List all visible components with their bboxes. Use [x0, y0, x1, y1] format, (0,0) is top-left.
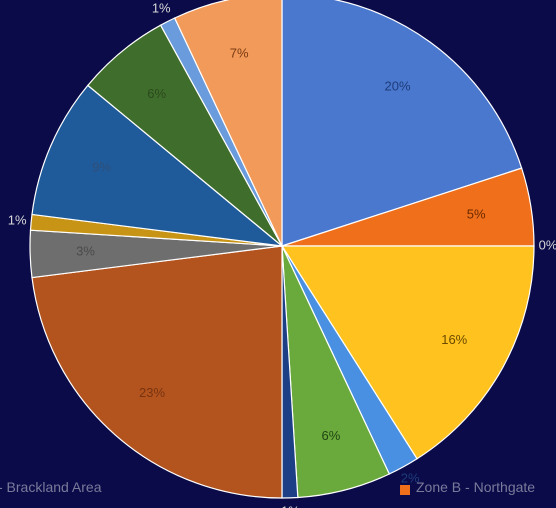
pie-slice-label-7: 1% — [281, 503, 300, 508]
legend-item-right-swatch — [400, 485, 410, 495]
pie-slice-label-12: 6% — [147, 86, 166, 101]
pie-slice-label-9: 3% — [76, 244, 95, 259]
legend-item-left-label: - Brackland Area — [0, 479, 102, 495]
pie-slice-1 — [281, 0, 523, 247]
pie-slice-label-10: 1% — [8, 212, 27, 227]
pie-slice-label-1: 20% — [385, 78, 411, 93]
legend-item-right-label: Zone B - Northgate — [416, 479, 536, 495]
pie-slice-label-6: 6% — [321, 428, 340, 443]
pie-slice-4 — [280, 245, 535, 460]
pie-slice-label-4: 16% — [441, 332, 467, 347]
pie-slice-label-11: 9% — [92, 159, 111, 174]
legend: - Brackland Area Zone B - Northgate — [0, 478, 556, 502]
pie-slice-11 — [31, 84, 284, 247]
pie-slice-label-13: 1% — [152, 0, 171, 15]
pie-slice-label-8: 23% — [139, 385, 165, 400]
pie-slice-14 — [173, 0, 283, 247]
pie-slice-8 — [31, 245, 283, 499]
pie-slice-label-2: 5% — [467, 207, 486, 222]
pie-slice-label-14: 7% — [230, 46, 249, 61]
pie-slice-label-5: 2% — [401, 471, 420, 486]
pie-slice-label-3: 0% — [539, 237, 556, 252]
